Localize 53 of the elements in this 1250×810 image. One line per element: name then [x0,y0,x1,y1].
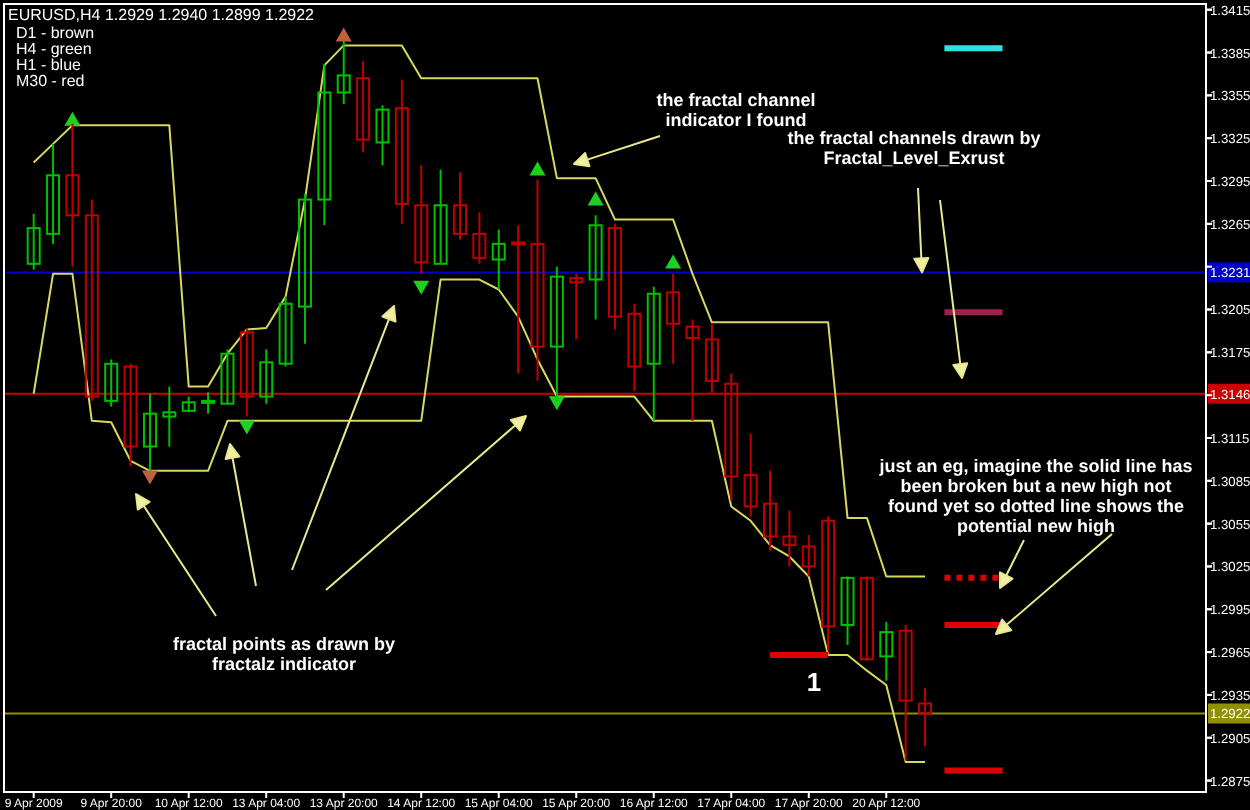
candlestick [278,295,293,368]
candlestick [356,60,371,154]
annotation: fractal points as drawn by fractalz indicator [172,634,396,674]
point [529,161,546,176]
candlestick [763,469,778,552]
point [413,280,430,295]
candlestick [646,285,661,422]
candlestick [220,348,235,405]
candlestick [394,78,409,225]
candlestick [433,168,448,265]
candlestick [782,509,797,568]
annotation: H4 - green [16,40,92,58]
candlestick [201,391,216,415]
annotation: H1 - blue [16,56,83,74]
point [238,420,255,435]
annotation: just an eg, imagine the solid line has been broken but a new high not found yet so dotted line shows the potential new high [877,456,1193,536]
candlestick [608,222,622,331]
candlestick [104,358,119,408]
candlestick [26,212,41,271]
candlestick [821,515,836,652]
candlestick [588,214,603,321]
candlestick [859,575,874,662]
candlestick [297,192,312,345]
annotation: D1 - brown [16,24,95,42]
candlestick [511,224,526,375]
candlestick [472,211,487,265]
candlestick [259,348,274,405]
candlestick [840,575,855,646]
point [141,470,158,485]
candlestick [918,686,933,748]
chart-title: EURUSD,H4 1.2929 1.2940 1.2899 1.2922 [8,6,316,24]
candlestick [46,142,61,245]
candlestick [162,385,177,448]
candlestick [317,62,332,227]
annotation: the fractal channels drawn by Fractal_Level_Exrust [787,128,1041,168]
candlestick [414,164,429,275]
candlestick [801,534,816,578]
point [548,396,565,411]
candlestick [375,104,390,167]
point [335,27,352,42]
candlestick [491,228,506,291]
candlestick [879,621,894,682]
candlestick [452,171,467,241]
candlestick [530,178,545,382]
candlestick [666,272,681,365]
candlestick [898,623,913,762]
point [587,191,604,206]
point [64,111,81,126]
candlestick [743,432,758,518]
point [665,254,682,269]
candlestick [569,272,584,341]
annotation: M30 - red [16,72,85,90]
annotation: 1 [806,666,822,697]
